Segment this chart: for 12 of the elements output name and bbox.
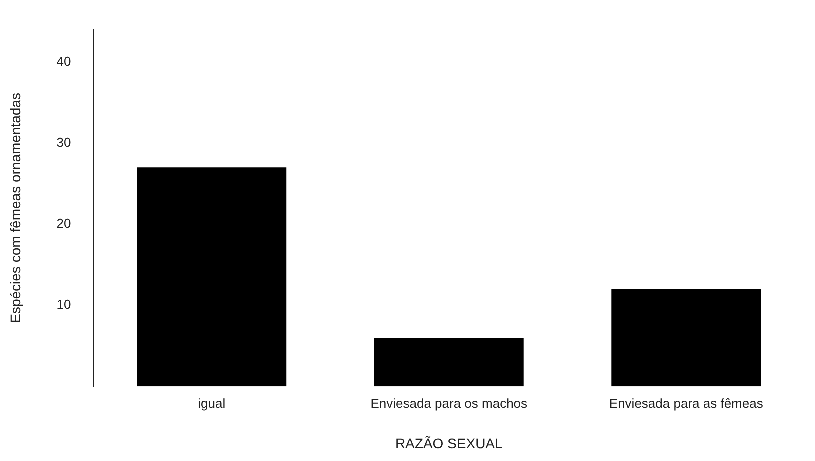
x-axis-title: RAZÃO SEXUAL: [395, 435, 504, 452]
y-tick-label: 20: [56, 216, 72, 231]
x-tick-label: Enviesada para os machos: [370, 396, 528, 411]
bar: [374, 338, 524, 387]
y-axis-title: Espécies com fêmeas ornamentadas: [7, 93, 24, 324]
y-tick-label: 30: [56, 134, 72, 150]
y-tick-label: 40: [56, 54, 72, 69]
y-tick-label: 10: [56, 297, 72, 312]
x-tick-label: Enviesada para as fêmeas: [609, 396, 764, 411]
bar: [137, 168, 287, 387]
x-tick-label: igual: [198, 396, 226, 411]
bar: [612, 289, 762, 387]
